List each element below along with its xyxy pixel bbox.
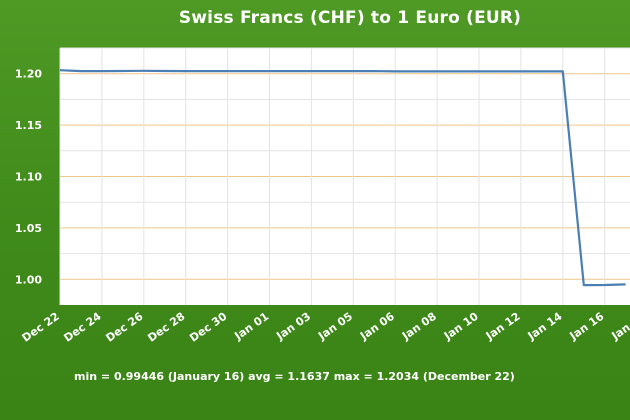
x-axis: Dec 22 Dec 24 Dec 26 Dec 28 Dec 30 Jan 01 Jan …	[20, 310, 630, 345]
x-tick-label: Jan 18	[609, 310, 630, 343]
x-tick-label: Dec 22	[20, 310, 62, 345]
x-tick-label: Jan 03	[273, 310, 313, 343]
x-tick-label: Jan 16	[567, 310, 607, 343]
series-line	[59, 69, 626, 287]
x-tick-label: Jan 05	[315, 310, 355, 343]
x-tick-label: Jan 12	[483, 310, 523, 343]
series-layer	[59, 69, 626, 287]
x-tick-label: Jan 06	[357, 310, 397, 343]
grid	[59, 47, 630, 305]
stats-line: min = 0.99446 (January 16) avg = 1.1637 …	[74, 370, 515, 383]
x-tick-label: Dec 28	[145, 310, 187, 345]
y-tick-label: 1.20	[15, 68, 42, 81]
x-tick-label: Dec 24	[62, 310, 104, 345]
y-tick-label: 1.05	[15, 222, 42, 235]
y-axis: 1.00 1.05 1.10 1.15 1.20	[15, 68, 42, 287]
x-tick-label: Jan 01	[231, 310, 271, 343]
y-tick-label: 1.10	[15, 171, 42, 184]
x-tick-label: Dec 26	[103, 310, 145, 345]
x-tick-label: Jan 10	[441, 310, 481, 343]
y-tick-label: 1.00	[15, 273, 42, 286]
x-tick-label: Jan 14	[525, 310, 565, 343]
y-tick-label: 1.15	[15, 119, 42, 132]
x-tick-label: Jan 08	[399, 310, 439, 343]
x-tick-label: Dec 30	[187, 310, 229, 345]
chart-title: Swiss Francs (CHF) to 1 Euro (EUR)	[178, 8, 522, 28]
